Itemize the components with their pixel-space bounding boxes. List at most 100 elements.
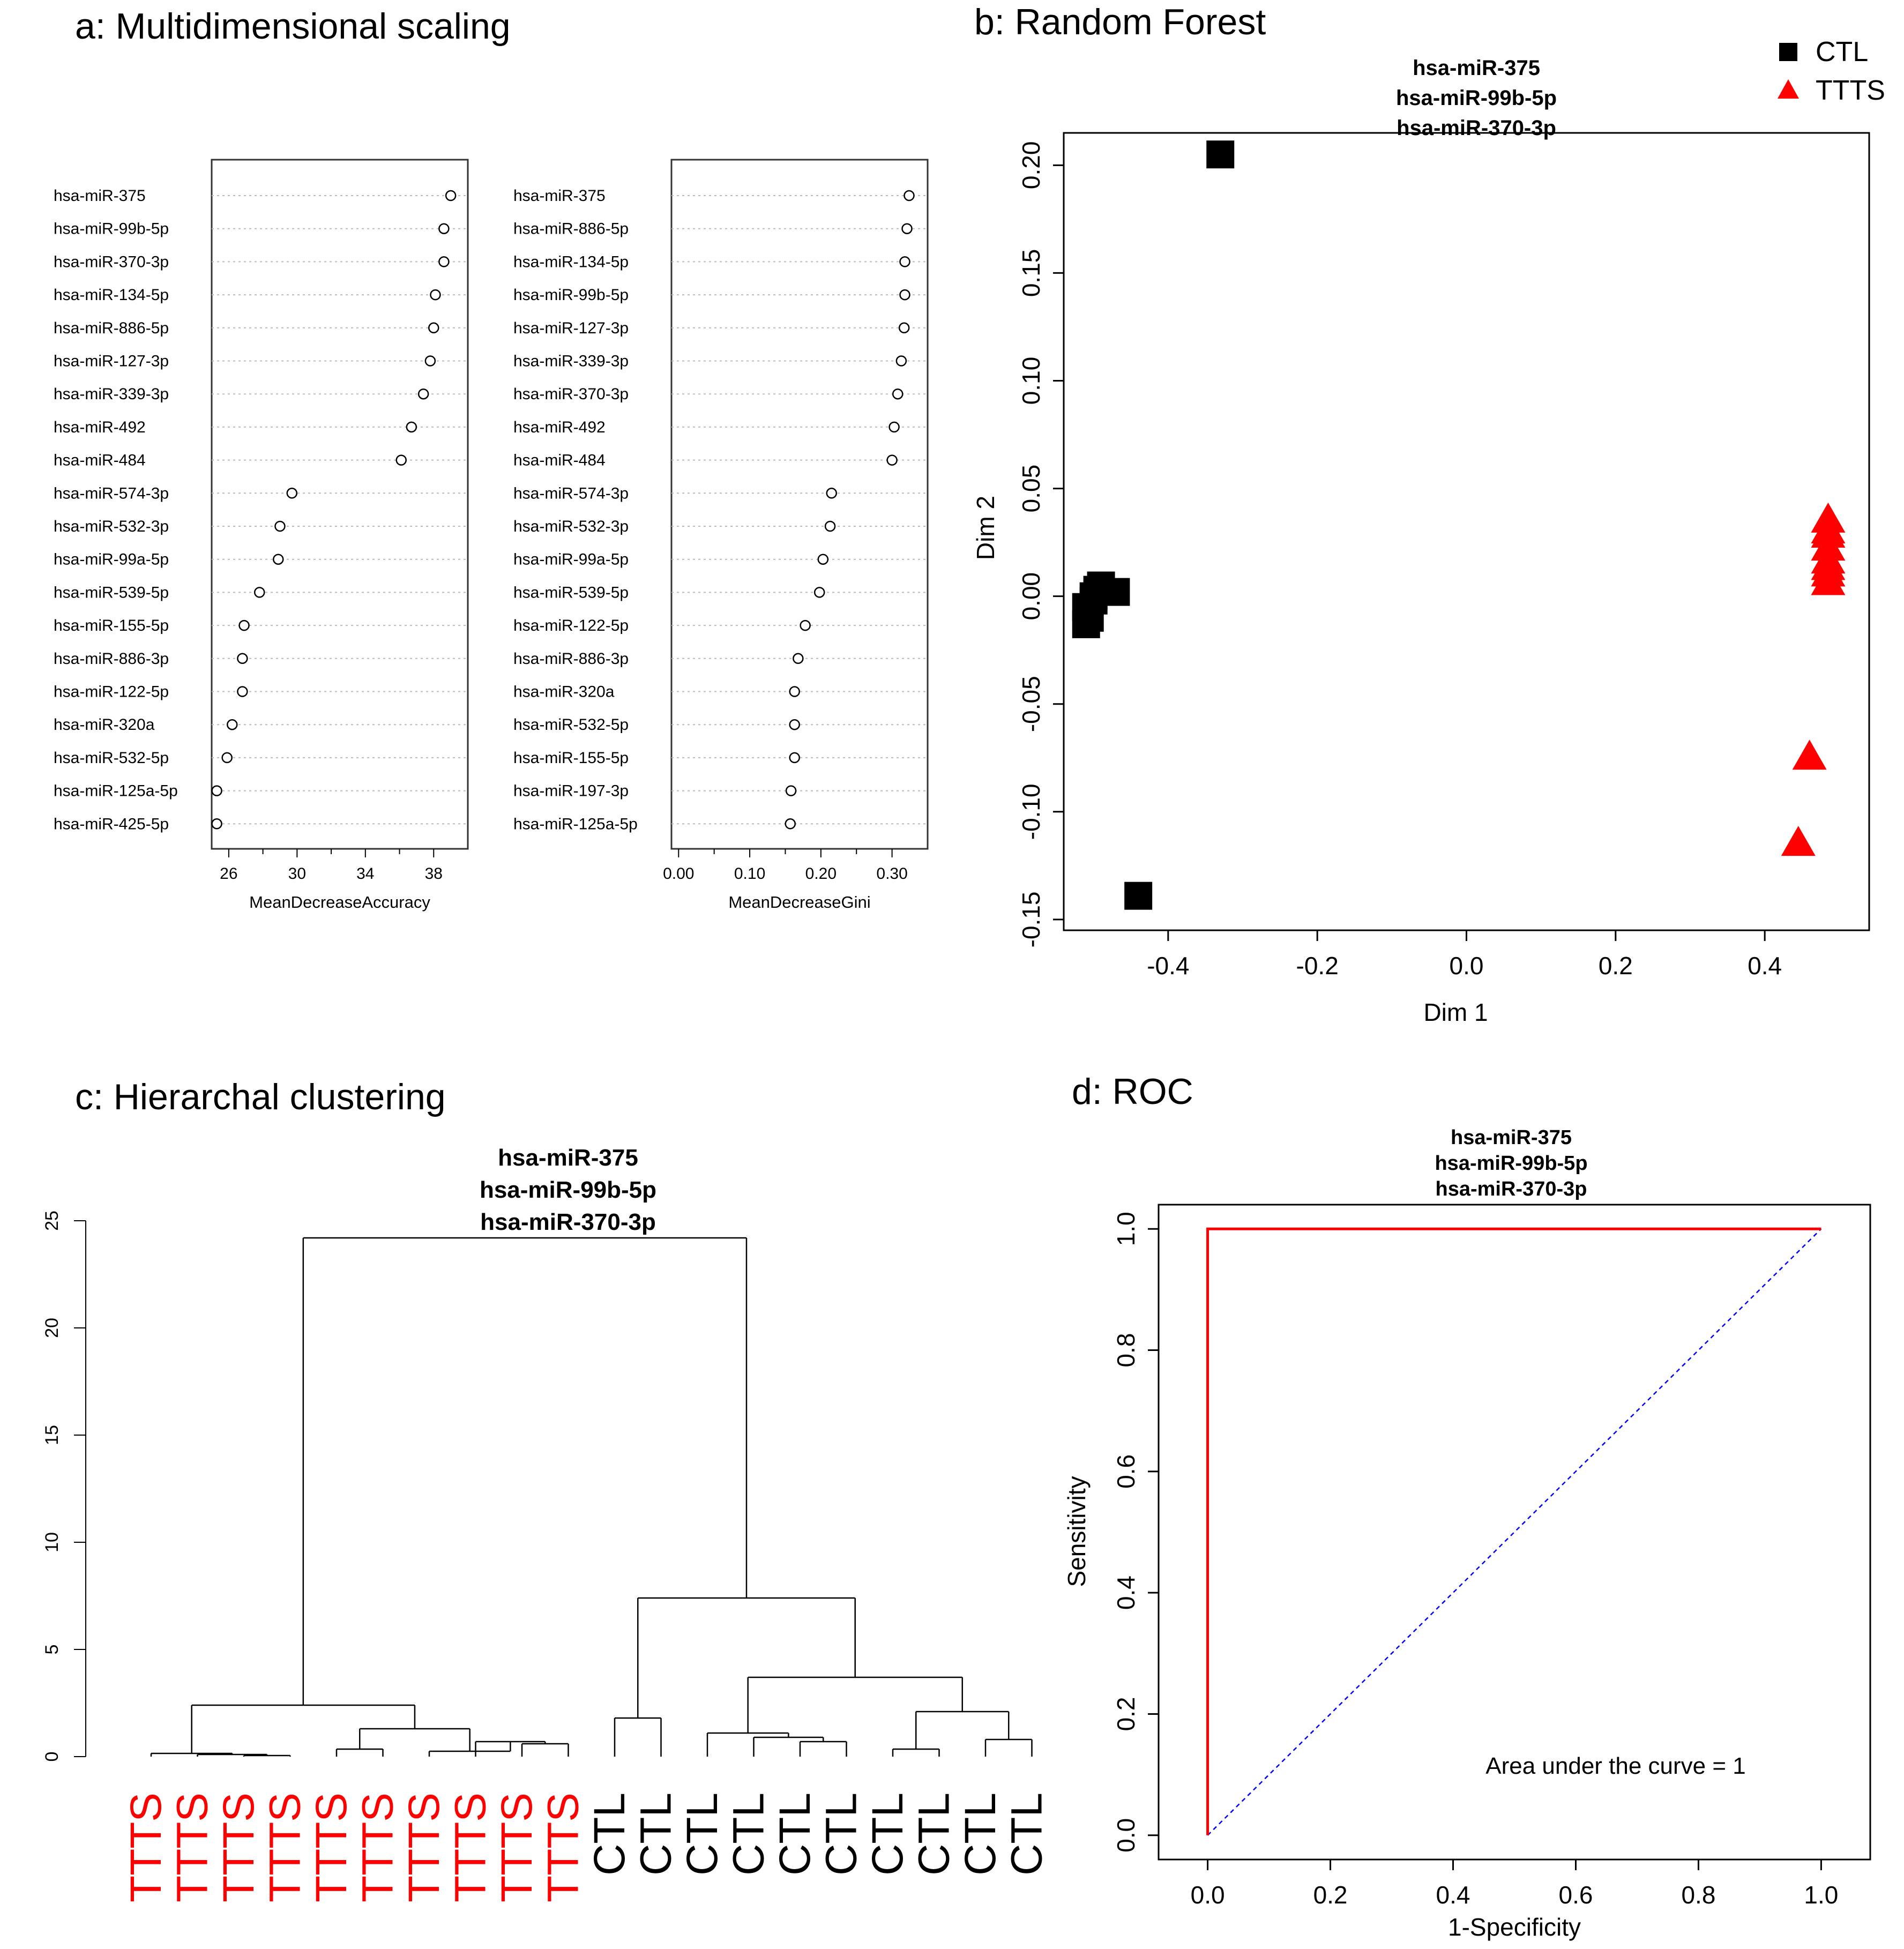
dot-point — [274, 520, 286, 532]
dot-label: hsa-miR-539-5p — [54, 584, 169, 601]
dot-point — [817, 554, 829, 565]
dot-label: hsa-miR-197-3p — [513, 782, 629, 800]
title-line: hsa-miR-370-3p — [1436, 1178, 1587, 1200]
title-line: hsa-miR-370-3p — [1397, 116, 1556, 140]
dot-label: hsa-miR-134-5p — [54, 286, 169, 304]
dot-label: hsa-miR-370-3p — [54, 253, 169, 271]
dot-point — [789, 686, 800, 697]
legend-label: CTL — [1816, 36, 1868, 68]
dot-point — [221, 752, 233, 764]
x-tick-label: 0.6 — [1559, 1881, 1593, 1909]
dot-point — [813, 587, 825, 598]
x-tick-label: 30 — [288, 865, 306, 883]
dot-label: hsa-miR-122-5p — [54, 683, 169, 701]
dot-point — [785, 818, 796, 830]
roc-curve — [1206, 1227, 1821, 1835]
ttts-point — [1811, 550, 1846, 580]
x-tick-label: 0.20 — [805, 865, 837, 883]
leaf-label: TTTS — [446, 1793, 495, 1902]
dot-point — [899, 256, 910, 267]
dot-label: hsa-miR-155-5p — [54, 617, 169, 634]
dot-point — [445, 190, 457, 201]
y-tick-label: -0.10 — [1017, 783, 1045, 840]
dot-label: hsa-miR-574-3p — [513, 484, 629, 502]
dot-label: hsa-miR-122-5p — [513, 617, 629, 634]
dot-point — [789, 719, 800, 730]
dot-label: hsa-miR-375 — [54, 187, 146, 205]
dot-point — [438, 256, 450, 267]
y-tick-label: 0.6 — [1112, 1454, 1140, 1489]
dot-label: hsa-miR-484 — [54, 452, 146, 469]
title-line: hsa-miR-99b-5p — [1435, 1152, 1587, 1175]
dot-label: hsa-miR-339-3p — [54, 385, 169, 403]
ttts-point — [1792, 740, 1827, 770]
dot-point — [899, 289, 910, 301]
y-tick-label: 0.10 — [1017, 357, 1045, 405]
leaf-label: CTL — [956, 1793, 1005, 1876]
dot-point — [286, 488, 298, 499]
dot-label: hsa-miR-532-5p — [54, 749, 169, 767]
x-tick-label: 0.4 — [1436, 1881, 1470, 1909]
dot-label: hsa-miR-425-5p — [54, 815, 169, 833]
dot-label: hsa-miR-125a-5p — [513, 815, 638, 833]
leaf-label: CTL — [863, 1793, 912, 1876]
dot-point — [824, 520, 836, 532]
legend-ctl-marker — [1779, 43, 1797, 61]
dot-point — [238, 619, 250, 631]
dot-label: hsa-miR-375 — [513, 187, 606, 205]
dot-point — [430, 289, 441, 301]
dot-point — [898, 322, 910, 334]
dot-label: hsa-miR-886-3p — [513, 650, 629, 668]
x-tick-label: 0.00 — [663, 865, 694, 883]
ctl-point — [1124, 882, 1153, 910]
dot-point — [237, 653, 248, 664]
leaf-label: CTL — [725, 1793, 773, 1876]
leaf-label: TTTS — [307, 1793, 356, 1902]
random-forest-mds-scatter: hsa-miR-375 hsa-miR-99b-5p hsa-miR-370-3p -… — [972, 36, 1885, 1026]
roc-curve-chart: hsa-miR-375 hsa-miR-99b-5p hsa-miR-370-3p 0… — [1063, 1126, 1871, 1941]
y-tick-label: 20 — [42, 1318, 62, 1338]
ttts-point — [1811, 565, 1846, 595]
dot-label: hsa-miR-886-5p — [513, 220, 629, 238]
y-tick-label: 0.15 — [1017, 249, 1045, 297]
dot-point — [395, 454, 407, 466]
leaf-label: TTTS — [539, 1793, 588, 1902]
leaf-label: TTTS — [168, 1793, 217, 1902]
ttts-point — [1781, 826, 1816, 856]
x-axis-label: 1-Specificity — [1448, 1913, 1581, 1941]
dot-label: hsa-miR-99b-5p — [513, 286, 629, 304]
leaf-label: CTL — [632, 1793, 681, 1876]
y-tick-label: 0.8 — [1112, 1333, 1140, 1368]
ctl-point — [1206, 140, 1235, 169]
x-tick-label: 0.2 — [1313, 1881, 1348, 1909]
dot-point — [826, 488, 837, 499]
dot-label: hsa-miR-532-5p — [513, 716, 629, 734]
dot-label: hsa-miR-574-3p — [54, 484, 169, 502]
y-tick-label: 0.2 — [1112, 1697, 1140, 1731]
y-tick-label: 25 — [42, 1211, 62, 1231]
dot-point — [892, 388, 904, 400]
dot-label: hsa-miR-532-3p — [513, 518, 629, 535]
y-tick-label: -0.15 — [1017, 891, 1045, 947]
dot-label: hsa-miR-99b-5p — [54, 220, 169, 238]
dot-label: hsa-miR-370-3p — [513, 385, 629, 403]
y-tick-label: 0.0 — [1112, 1818, 1140, 1853]
dot-label: hsa-miR-339-3p — [513, 353, 629, 370]
x-tick-label: 0.30 — [876, 865, 907, 883]
x-tick-label: 0.4 — [1748, 952, 1782, 980]
dot-label: hsa-miR-492 — [513, 419, 606, 436]
leaf-label: TTTS — [354, 1793, 402, 1902]
dot-label: hsa-miR-539-5p — [513, 584, 629, 601]
panel-c-title: c: Hierarchal clustering — [75, 1077, 446, 1117]
dot-label: hsa-miR-484 — [513, 452, 606, 469]
title-line: hsa-miR-99b-5p — [1396, 86, 1557, 110]
dot-label: hsa-miR-127-3p — [513, 319, 629, 337]
auc-annotation: Area under the curve = 1 — [1485, 1753, 1746, 1779]
dot-label: hsa-miR-125a-5p — [54, 782, 178, 800]
dot-point — [237, 686, 248, 697]
x-tick-label: 0.10 — [734, 865, 765, 883]
dot-label: hsa-miR-492 — [54, 419, 146, 436]
dot-point — [888, 421, 900, 433]
dot-point — [428, 322, 439, 334]
dot-label: hsa-miR-320a — [54, 716, 155, 734]
